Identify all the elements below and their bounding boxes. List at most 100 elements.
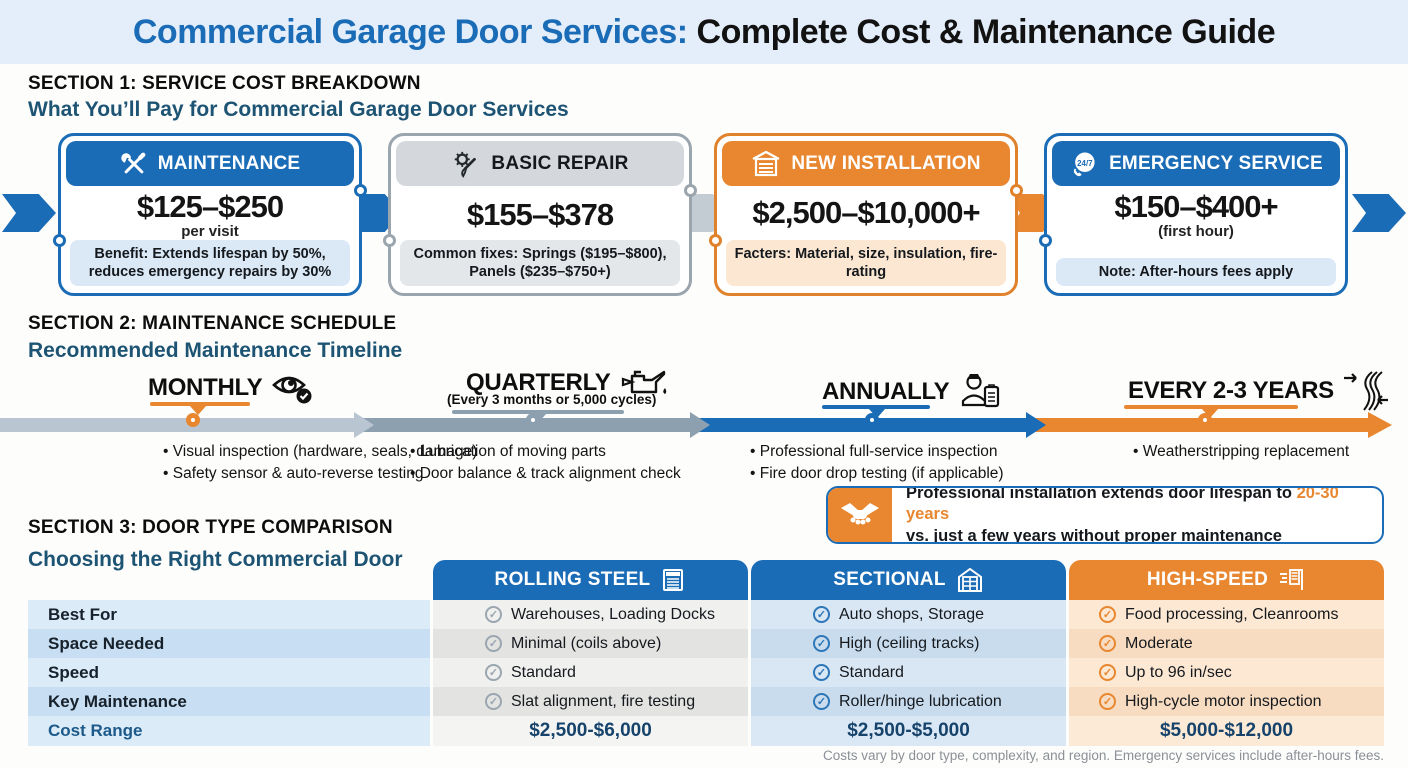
handshake-icon — [828, 488, 892, 542]
check-icon: ✓ — [813, 606, 830, 623]
timeline-segment — [354, 418, 690, 432]
svg-text:24/7: 24/7 — [1077, 158, 1093, 167]
milestone-every-2-3-years: EVERY 2-3 YEARS — [1128, 370, 1390, 412]
price-note: per visit — [181, 223, 239, 241]
table-cell: ✓ Food processing, Cleanrooms — [1069, 600, 1384, 629]
quarterly-tasks: • Lubrication of moving parts • Door bal… — [410, 443, 681, 483]
timeline-arrowhead — [354, 412, 374, 438]
milestone-pointer — [1202, 409, 1218, 418]
sectional-door-icon — [956, 567, 984, 593]
connector-dot — [383, 234, 396, 247]
eye-icon — [270, 370, 316, 406]
oil-can-icon — [618, 366, 670, 400]
flow-arrow — [1352, 194, 1406, 232]
check-icon: ✓ — [813, 635, 830, 652]
rolling-door-icon — [660, 567, 686, 593]
check-icon: ✓ — [1099, 664, 1116, 681]
milestone-underline — [150, 402, 250, 406]
page-title: Commercial Garage Door Services: Complet… — [132, 12, 1276, 51]
row-label: Best For — [28, 600, 430, 629]
milestone-monthly: MONTHLY — [148, 370, 316, 406]
timeline-node — [526, 413, 540, 427]
card-maintenance: MAINTENANCE $125–$250 per visit Benefit:… — [53, 133, 367, 296]
card-detail: Benefit: Extends lifespan by 50%, reduce… — [70, 239, 350, 286]
timeline-segment — [690, 418, 1026, 432]
table-cell: ✓ Moderate — [1069, 629, 1384, 658]
milestone-quarterly: QUARTERLY — [466, 366, 670, 400]
cost-cell: $2,500-$6,000 — [433, 716, 748, 746]
milestone-sublabel: (Every 3 months or 5,000 cycles) — [447, 392, 657, 407]
check-icon: ✓ — [485, 635, 502, 652]
card-detail: Note: After-hours fees apply — [1056, 257, 1336, 286]
column-header-high-speed: HIGH-SPEED — [1069, 560, 1384, 600]
annually-tasks: • Professional full-service inspection •… — [750, 443, 1004, 483]
row-label: Speed — [28, 658, 430, 687]
empty-corner-cell — [28, 560, 430, 600]
section3-heading: SECTION 3: DOOR TYPE COMPARISON — [28, 517, 393, 538]
card-header: NEW INSTALLATION — [722, 141, 1010, 186]
timeline-segment — [0, 418, 354, 432]
phone-247-icon: 24/7 — [1069, 149, 1099, 179]
disclaimer-text: Costs vary by door type, complexity, and… — [822, 748, 1384, 763]
card-detail: Common fixes: Springs ($195–$800), Panel… — [400, 239, 680, 286]
table-cell: ✓ Standard — [433, 658, 748, 687]
section2-heading: SECTION 2: MAINTENANCE SCHEDULE — [28, 313, 397, 334]
check-icon: ✓ — [813, 664, 830, 681]
table-cell: ✓ Standard — [751, 658, 1066, 687]
every-2-3-years-tasks: • Weatherstripping replacement — [1133, 443, 1350, 460]
table-cell: ✓ High-cycle motor inspection — [1069, 687, 1384, 716]
milestone-underline — [1124, 405, 1298, 409]
monthly-tasks: • Visual inspection (hardware, seals, da… — [163, 443, 478, 483]
connector-dot — [1039, 234, 1052, 247]
timeline-arrowhead — [690, 412, 710, 438]
milestone-underline — [822, 405, 930, 409]
flow-arrow — [2, 194, 56, 232]
connector-dot — [684, 184, 697, 197]
table-cell: ✓ Warehouses, Loading Docks — [433, 600, 748, 629]
highspeed-door-icon — [1278, 567, 1306, 593]
card-basic-repair: BASIC REPAIR $155–$378 Common fixes: Spr… — [383, 133, 697, 296]
table-cell: ✓ Minimal (coils above) — [433, 629, 748, 658]
timeline-arrowhead — [1026, 412, 1046, 438]
table-cell: ✓ Up to 96 in/sec — [1069, 658, 1384, 687]
section2-subheading: Recommended Maintenance Timeline — [28, 339, 403, 362]
price: $155–$378 — [466, 197, 614, 232]
price: $150–$400+ — [1114, 189, 1278, 224]
row-label: Key Maintenance — [28, 687, 430, 716]
cost-cell: $2,500-$5,000 — [751, 716, 1066, 746]
door-comparison-table: ROLLING STEEL SECTIONAL HIGH-SPEED Best … — [28, 560, 1384, 746]
table-cell: ✓ Slat alignment, fire testing — [433, 687, 748, 716]
check-icon: ✓ — [485, 606, 502, 623]
section1-heading: SECTION 1: SERVICE COST BREAKDOWN — [28, 73, 421, 94]
row-label: Cost Range — [28, 716, 430, 746]
technician-icon — [957, 370, 1001, 414]
page-header: Commercial Garage Door Services: Complet… — [0, 0, 1408, 64]
section3-subheading: Choosing the Right Commercial Door — [28, 548, 403, 571]
column-header-rolling-steel: ROLLING STEEL — [433, 560, 748, 600]
weatherstrip-icon — [1342, 370, 1390, 412]
table-cell: ✓ Auto shops, Storage — [751, 600, 1066, 629]
check-icon: ✓ — [1099, 693, 1116, 710]
check-icon: ✓ — [813, 693, 830, 710]
garage-door-icon — [751, 150, 781, 178]
card-emergency-service: 24/7 EMERGENCY SERVICE $150–$400+ (first… — [1039, 133, 1348, 296]
card-header: BASIC REPAIR — [396, 141, 684, 186]
row-label: Space Needed — [28, 629, 430, 658]
lifespan-callout: Professional installation extends door l… — [826, 486, 1384, 544]
milestone-annually: ANNUALLY — [822, 370, 1001, 414]
milestone-pointer — [190, 406, 206, 415]
check-icon: ✓ — [485, 664, 502, 681]
connector-dot — [1010, 184, 1023, 197]
connector-dot — [709, 234, 722, 247]
table-cell: ✓ High (ceiling tracks) — [751, 629, 1066, 658]
tools-icon — [120, 150, 148, 178]
price-note: (first hour) — [1158, 223, 1234, 241]
gear-wrench-icon — [451, 149, 481, 179]
milestone-underline — [452, 410, 624, 414]
cost-cell: $5,000-$12,000 — [1069, 716, 1384, 746]
timeline-node — [1198, 413, 1212, 427]
connector-dot — [354, 184, 367, 197]
callout-text: Professional installation extends door l… — [906, 486, 1339, 544]
card-detail: Facters: Material, size, insulation, fir… — [726, 239, 1006, 286]
check-icon: ✓ — [1099, 606, 1116, 623]
